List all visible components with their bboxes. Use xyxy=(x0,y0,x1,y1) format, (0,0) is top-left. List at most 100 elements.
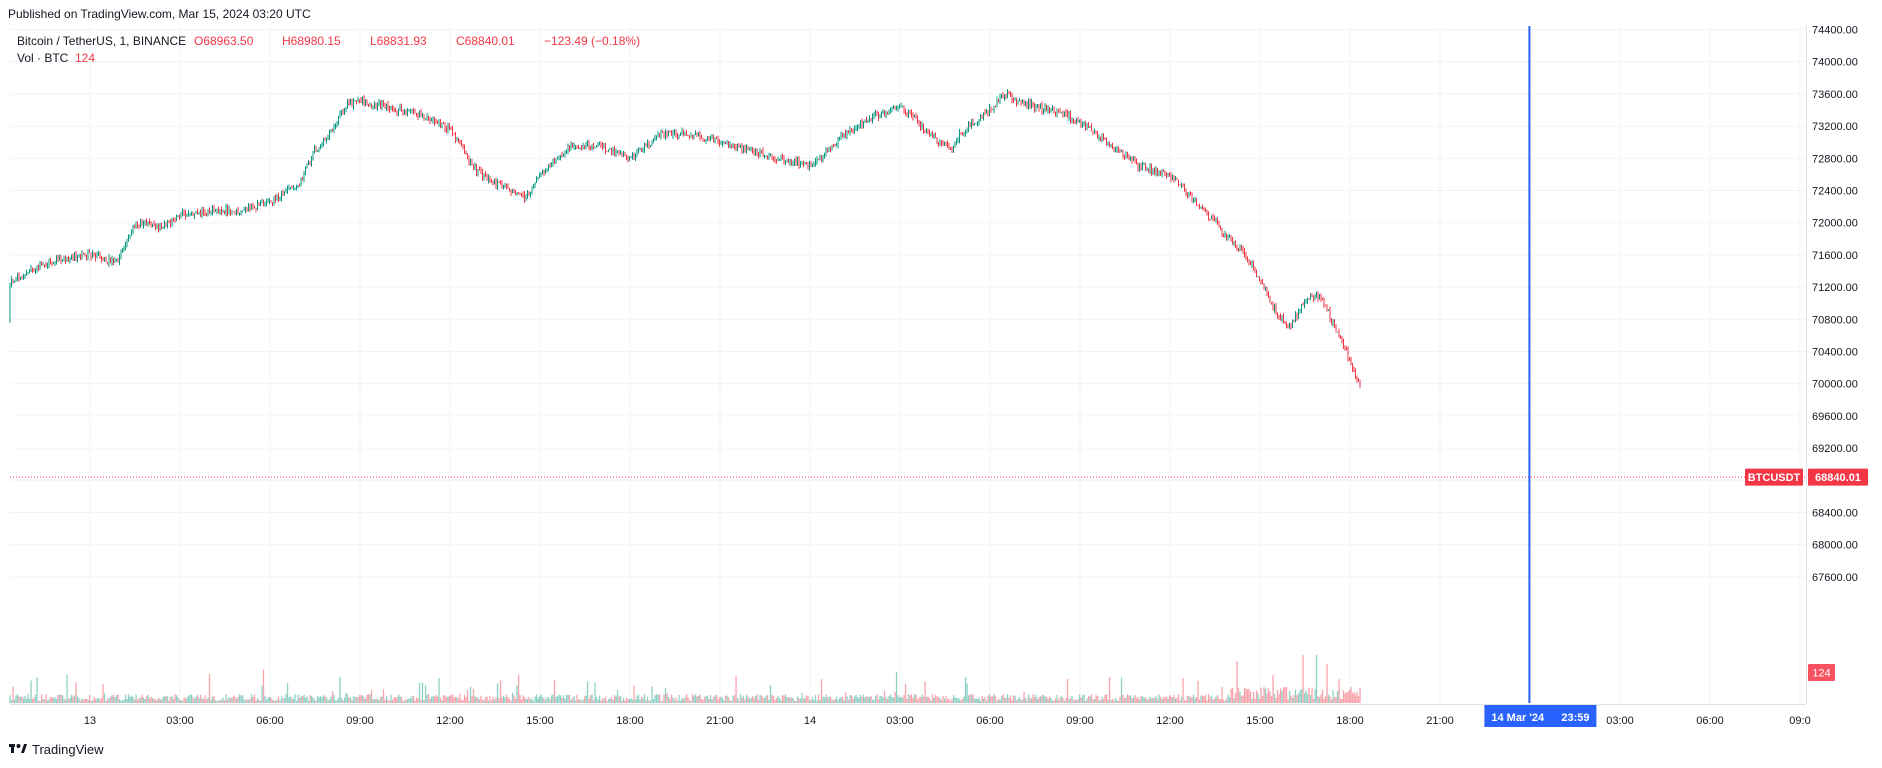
volume-bar xyxy=(891,697,893,703)
volume-bar xyxy=(1047,698,1049,703)
volume-bar xyxy=(909,695,911,703)
volume-bar xyxy=(471,695,473,703)
volume-bar xyxy=(663,694,665,703)
volume-bar xyxy=(1002,694,1004,703)
volume-bar xyxy=(654,695,656,703)
volume-bar xyxy=(727,697,730,703)
volume-bar xyxy=(79,700,82,703)
price-tick-label: 72000.00 xyxy=(1812,218,1858,230)
volume-bar xyxy=(1048,696,1051,703)
volume-bar xyxy=(1203,696,1205,703)
volume-bar xyxy=(864,697,866,703)
volume-bar xyxy=(400,697,403,703)
volume-bar xyxy=(424,685,427,703)
volume-bar xyxy=(975,698,977,703)
volume-bar xyxy=(487,700,490,703)
volume-bar xyxy=(999,699,1001,703)
volume-bar xyxy=(42,698,44,703)
volume-bar xyxy=(1234,692,1237,703)
volume-bar xyxy=(274,700,277,703)
volume-bar xyxy=(625,697,628,703)
footer-brand[interactable]: TradingView xyxy=(9,742,104,757)
volume-bar xyxy=(738,700,740,703)
volume-bar xyxy=(1152,697,1154,703)
volume-bar xyxy=(346,694,349,703)
volume-bar xyxy=(543,698,545,703)
volume-bar xyxy=(889,694,892,703)
volume-bar xyxy=(684,697,686,703)
volume-bar xyxy=(807,696,809,703)
volume-bar xyxy=(292,698,295,703)
volume-bar xyxy=(1269,691,1271,703)
volume-bar xyxy=(1164,697,1166,703)
volume-bar xyxy=(63,698,65,703)
volume-bar xyxy=(1125,697,1127,703)
volume-bar xyxy=(90,700,92,703)
volume-bar xyxy=(352,696,355,703)
volume-bar xyxy=(241,695,244,703)
volume-bar xyxy=(397,694,400,703)
volume-bar xyxy=(496,683,499,703)
time-axis[interactable]: 13 03:00 06:00 09:00 12:00 15:00 18:00 21:00 14 0… xyxy=(84,715,1811,727)
volume-bar xyxy=(390,694,392,703)
volume-bar xyxy=(321,697,323,703)
volume-bar xyxy=(445,697,448,703)
volume-bar xyxy=(952,694,955,703)
volume-bar xyxy=(499,680,502,703)
price-tick-label: 74400.00 xyxy=(1812,25,1858,37)
volume-bar xyxy=(345,692,347,703)
volume-bar xyxy=(481,699,484,703)
volume-bar xyxy=(1042,694,1045,703)
volume-bar xyxy=(198,698,200,703)
volume-bar xyxy=(769,685,772,703)
volume-bar xyxy=(1035,694,1037,703)
volume-bar xyxy=(991,696,994,703)
volume-bar xyxy=(61,695,64,703)
volume-bar xyxy=(49,697,52,703)
volume-bar xyxy=(856,697,859,703)
volume-bar xyxy=(1210,695,1213,703)
volume-bar xyxy=(313,699,316,703)
volume-bar xyxy=(486,696,488,703)
price-tick-label: 72400.00 xyxy=(1812,186,1858,198)
volume-bar xyxy=(1024,697,1027,703)
volume-bar xyxy=(105,700,107,703)
volume-bar xyxy=(127,694,130,703)
volume-bar xyxy=(244,700,247,703)
volume-bar xyxy=(700,698,703,703)
volume-bar xyxy=(55,698,58,703)
volume-bar xyxy=(126,698,128,703)
volume-bar xyxy=(412,695,415,703)
volume-bar xyxy=(19,696,22,703)
volume-bar xyxy=(1165,696,1168,703)
volume-bar xyxy=(1170,696,1172,703)
volume-bar xyxy=(546,697,548,703)
volume-bar xyxy=(93,696,95,703)
volume-bar xyxy=(616,689,619,703)
price-axis[interactable]: 74400.00 74000.00 73600.00 73200.00 72800.00… xyxy=(1812,25,1858,584)
volume-bar xyxy=(75,682,77,703)
volume-bar xyxy=(529,699,532,703)
volume-bar xyxy=(1341,698,1343,703)
volume-bar xyxy=(1279,688,1282,703)
volume-bar xyxy=(877,699,880,703)
volume-bar xyxy=(69,698,71,703)
volume-bar xyxy=(1357,696,1360,703)
volume-bar xyxy=(1228,696,1231,703)
volume-bar xyxy=(1192,694,1195,703)
volume-bar xyxy=(538,696,541,703)
volume-bar xyxy=(1207,694,1210,703)
volume-bar xyxy=(474,696,476,703)
volume-bar xyxy=(324,696,326,703)
volume-bar xyxy=(192,697,194,703)
volume-bar xyxy=(594,682,596,703)
volume-bar xyxy=(195,696,197,703)
volume-bar xyxy=(888,695,890,703)
volume-bar xyxy=(304,697,307,703)
tradingview-logo-icon xyxy=(9,744,27,753)
volume-bar xyxy=(766,694,769,703)
volume-bar xyxy=(129,696,131,703)
volume-bar xyxy=(1213,698,1216,703)
volume-bar xyxy=(120,700,122,703)
